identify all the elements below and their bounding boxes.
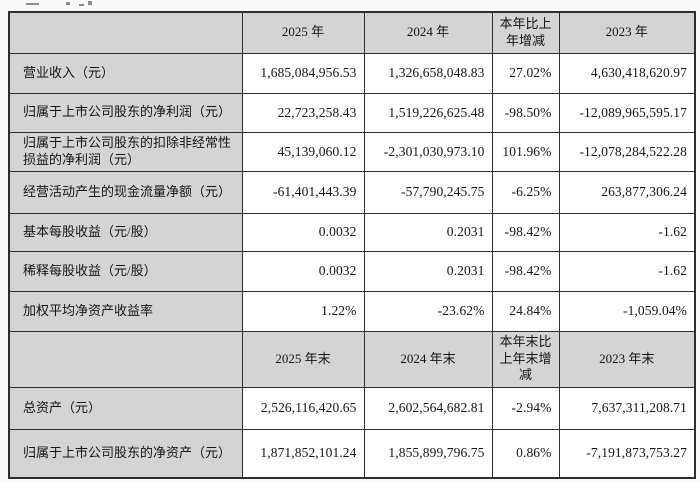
table-row-total-assets: 总资产（元） 2,526,116,420.65 2,602,564,682.81… <box>8 386 696 430</box>
row-label: 归属于上市公司股东的净利润（元） <box>8 92 243 133</box>
header-cell-blank <box>8 330 243 388</box>
row-label: 归属于上市公司股东的扣除非经常性损益的净利润（元） <box>8 131 243 172</box>
row-label: 稀释每股收益（元/股） <box>8 250 243 292</box>
cell-2023-value: -7,191,873,753.27 <box>558 428 696 479</box>
header-cell-blank <box>8 11 243 54</box>
key-financial-data-table: 2025 年 2024 年 本年比上年增减 2023 年 营业收入（元） 1,6… <box>8 11 696 479</box>
cell-change-value: -98.42% <box>491 250 560 292</box>
cell-2024-value: 0.2031 <box>363 212 493 252</box>
cell-2024-value: 0.2031 <box>363 250 493 292</box>
cell-2024-value: -23.62% <box>363 290 493 332</box>
cell-change-value: -2.94% <box>491 386 560 430</box>
table-header-row-annual: 2025 年 2024 年 本年比上年增减 2023 年 <box>8 11 696 54</box>
cell-2025-value: 2,526,116,420.65 <box>241 386 365 430</box>
cell-2025-value: -61,401,443.39 <box>241 170 365 214</box>
cell-2024-value: 1,326,658,048.83 <box>363 52 493 94</box>
header-cell-2023: 2023 年 <box>558 11 696 54</box>
cell-2024-value: 1,855,899,796.75 <box>363 428 493 479</box>
cell-2025-value: 0.0032 <box>241 250 365 292</box>
cell-2024-value: 1,519,226,625.48 <box>363 92 493 133</box>
row-label: 总资产（元） <box>8 386 243 430</box>
row-label: 基本每股收益（元/股） <box>8 212 243 252</box>
header-cell-2023-end: 2023 年末 <box>558 330 696 388</box>
table-row-net-assets: 归属于上市公司股东的净资产（元） 1,871,852,101.24 1,855,… <box>8 428 696 479</box>
cell-2025-value: 1.22% <box>241 290 365 332</box>
header-cell-2024-end: 2024 年末 <box>363 330 493 388</box>
cell-change-value: 24.84% <box>491 290 560 332</box>
cell-2023-value: -12,089,965,595.17 <box>558 92 696 133</box>
cell-change-value: -6.25% <box>491 170 560 214</box>
header-cell-2025: 2025 年 <box>241 11 365 54</box>
row-label: 加权平均净资产收益率 <box>8 290 243 332</box>
table-row-diluted-eps: 稀释每股收益（元/股） 0.0032 0.2031 -98.42% -1.62 <box>8 250 696 292</box>
cell-2023-value: 4,630,418,620.97 <box>558 52 696 94</box>
row-label: 归属于上市公司股东的净资产（元） <box>8 428 243 479</box>
header-cell-end-change: 本年末比上年末增减 <box>491 330 560 388</box>
table-row-basic-eps: 基本每股收益（元/股） 0.0032 0.2031 -98.42% -1.62 <box>8 212 696 252</box>
clipped-text-fragment <box>24 0 114 6</box>
cell-change-value: 101.96% <box>491 131 560 172</box>
table-row-operating-cash-flow: 经营活动产生的现金流量净额（元） -61,401,443.39 -57,790,… <box>8 170 696 214</box>
row-label: 营业收入（元） <box>8 52 243 94</box>
cell-2023-value: -1.62 <box>558 250 696 292</box>
table-row-net-profit-excl-nonrecurring: 归属于上市公司股东的扣除非经常性损益的净利润（元） 45,139,060.12 … <box>8 131 696 172</box>
table-row-net-profit: 归属于上市公司股东的净利润（元） 22,723,258.43 1,519,226… <box>8 92 696 133</box>
cell-2023-value: -1.62 <box>558 212 696 252</box>
cell-2024-value: 2,602,564,682.81 <box>363 386 493 430</box>
table-header-row-period-end: 2025 年末 2024 年末 本年末比上年末增减 2023 年末 <box>8 330 696 388</box>
cell-2023-value: 263,877,306.24 <box>558 170 696 214</box>
header-cell-yoy-change: 本年比上年增减 <box>491 11 560 54</box>
table-row-revenue: 营业收入（元） 1,685,084,956.53 1,326,658,048.8… <box>8 52 696 94</box>
cell-2025-value: 45,139,060.12 <box>241 131 365 172</box>
cell-2025-value: 22,723,258.43 <box>241 92 365 133</box>
cell-2025-value: 1,685,084,956.53 <box>241 52 365 94</box>
cell-change-value: -98.42% <box>491 212 560 252</box>
cell-change-value: -98.50% <box>491 92 560 133</box>
cell-2023-value: -12,078,284,522.28 <box>558 131 696 172</box>
cell-change-value: 0.86% <box>491 428 560 479</box>
cell-2023-value: 7,637,311,208.71 <box>558 386 696 430</box>
cell-2023-value: -1,059.04% <box>558 290 696 332</box>
table-row-weighted-avg-roe: 加权平均净资产收益率 1.22% -23.62% 24.84% -1,059.0… <box>8 290 696 332</box>
row-label: 经营活动产生的现金流量净额（元） <box>8 170 243 214</box>
cell-2024-value: -2,301,030,973.10 <box>363 131 493 172</box>
header-cell-2025-end: 2025 年末 <box>241 330 365 388</box>
cell-change-value: 27.02% <box>491 52 560 94</box>
cell-2025-value: 1,871,852,101.24 <box>241 428 365 479</box>
cell-2024-value: -57,790,245.75 <box>363 170 493 214</box>
header-cell-2024: 2024 年 <box>363 11 493 54</box>
cell-2025-value: 0.0032 <box>241 212 365 252</box>
